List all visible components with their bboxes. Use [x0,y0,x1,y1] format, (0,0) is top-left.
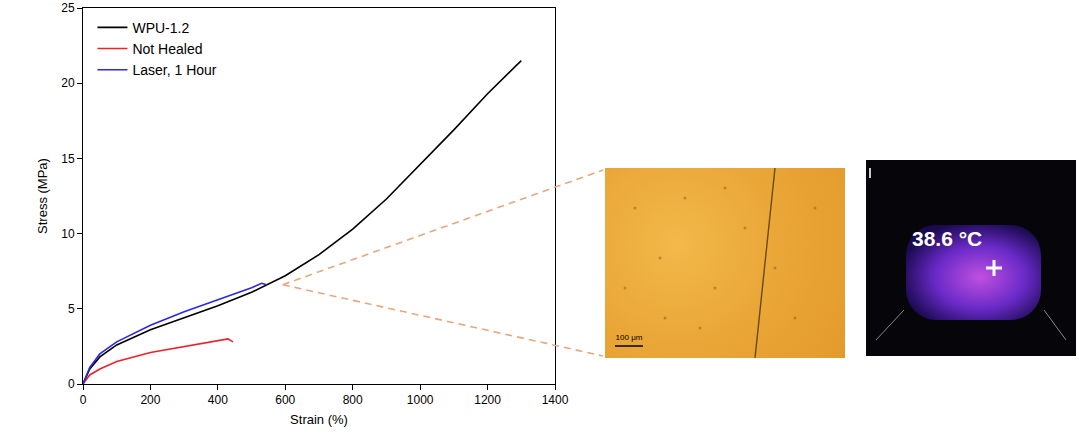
svg-text:Not Healed: Not Healed [132,41,202,57]
svg-text:200: 200 [140,393,160,407]
svg-text:1000: 1000 [407,393,434,407]
svg-text:1400: 1400 [542,393,569,407]
svg-text:0: 0 [80,393,87,407]
svg-text:100 μm: 100 μm [616,333,643,342]
svg-text:Laser, 1 Hour: Laser, 1 Hour [132,62,216,78]
svg-text:25: 25 [61,1,75,15]
svg-text:Stress (MPa): Stress (MPa) [35,158,50,234]
svg-text:0: 0 [68,377,75,391]
svg-text:5: 5 [68,302,75,316]
svg-text:20: 20 [61,76,75,90]
svg-text:400: 400 [208,393,228,407]
svg-text:Strain (%): Strain (%) [290,412,348,427]
svg-text:800: 800 [343,393,363,407]
svg-text:600: 600 [275,393,295,407]
svg-text:15: 15 [61,152,75,166]
svg-text:WPU-1.2: WPU-1.2 [132,20,189,36]
svg-text:38.6 °C: 38.6 °C [912,227,982,250]
svg-text:10: 10 [61,227,75,241]
svg-text:1200: 1200 [474,393,501,407]
